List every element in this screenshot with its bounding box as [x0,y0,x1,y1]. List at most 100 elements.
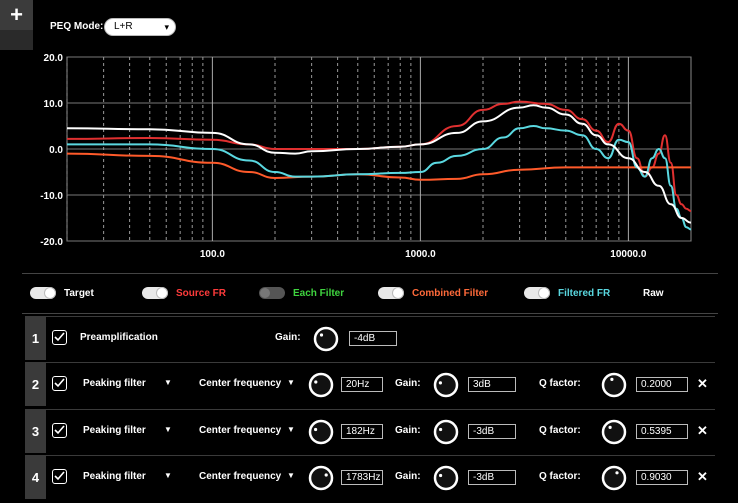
q-factor-input[interactable]: 0.9030 [636,470,688,485]
legend-toggle[interactable] [142,287,168,299]
legend-label: Source FR [176,287,227,299]
gain-label: Gain: [395,471,421,482]
toggle-knob [539,288,549,298]
frequency-response-chart: 20.0 10.0 0.0 -10.0 -20.0 100.0 1000.0 10000.0 [40,53,692,260]
chart-curves [66,100,692,231]
center-frequency-select[interactable]: Center frequency [199,471,282,482]
knob[interactable] [601,465,627,491]
filter-type-select[interactable]: Peaking filter [83,471,146,482]
peq-mode-select[interactable]: L+R ▾ [104,18,176,36]
frequency-input[interactable]: 20Hz [341,377,383,392]
dropdown-arrow-icon[interactable]: ▼ [287,378,295,387]
filter-type-select[interactable]: Peaking filter [83,425,146,436]
gain-input[interactable]: -4dB [349,331,397,346]
divider [22,273,718,274]
row-number: 4 [25,456,46,499]
filter-row: 2 Peaking filter ▼ Center frequency ▼ 20Hz Gai… [25,362,715,407]
legend-toggle[interactable] [259,287,285,299]
y-tick-label: -20.0 [40,237,63,248]
filter-type-select[interactable]: Peaking filter [83,378,146,389]
knob[interactable] [433,419,459,445]
y-tick-label: -10.0 [40,191,63,202]
close-icon[interactable]: ✕ [697,469,708,484]
dropdown-arrow-icon[interactable]: ▼ [287,425,295,434]
legend-item[interactable]: Source FR [142,285,226,301]
y-axis-ticks: 20.0 10.0 0.0 -10.0 -20.0 [40,53,63,248]
gain-knob[interactable] [313,326,339,352]
x-axis-ticks: 100.0 1000.0 10000.0 [200,249,647,260]
preamp-row: 1 Preamplification Gain: -4dB [25,316,715,361]
knob[interactable] [308,372,334,398]
dropdown-arrow-icon[interactable]: ▼ [164,471,172,480]
legend-item[interactable]: Filtered FR [524,285,610,301]
y-tick-label: 20.0 [44,53,64,64]
x-tick-label: 10000.0 [610,249,647,260]
preamp-checkbox[interactable] [52,330,67,345]
legend-item[interactable]: Each Filter [259,285,344,301]
gain-label: Gain: [395,378,421,389]
q-factor-label: Q factor: [539,425,581,436]
curve-raw [66,104,692,224]
y-tick-label: 0.0 [49,145,63,156]
legend-label: Combined Filter [412,287,489,299]
legend-toggle[interactable] [378,287,404,299]
q-factor-input[interactable]: 0.2000 [636,377,688,392]
peq-mode-value: L+R [114,21,133,32]
frequency-input[interactable]: 1783Hz [341,470,383,485]
close-icon[interactable]: ✕ [697,423,708,438]
x-tick-label: 100.0 [200,249,225,260]
legend-label: Filtered FR [558,287,611,299]
frequency-input[interactable]: 182Hz [341,424,383,439]
toggle-knob [45,288,55,298]
curve-filtered-fr [66,124,692,231]
row-number: 1 [25,317,46,360]
knob[interactable] [601,419,627,445]
q-factor-label: Q factor: [539,378,581,389]
knob[interactable] [308,465,334,491]
peq-mode-label: PEQ Mode: [50,21,104,32]
q-factor-input[interactable]: 0.5395 [636,424,688,439]
filter-checkbox[interactable] [52,376,67,391]
preamp-label: Preamplification [80,332,158,343]
row-number: 3 [25,410,46,453]
gain-label: Gain: [395,425,421,436]
legend-item[interactable]: Raw [643,285,664,301]
gain-label: Gain: [275,332,301,343]
dropdown-arrow-icon[interactable]: ▼ [287,471,295,480]
curve-combined-filter [66,152,691,181]
side-strip [0,30,33,50]
toggle-knob [260,288,270,298]
toggle-knob [157,288,167,298]
knob[interactable] [433,372,459,398]
y-tick-label: 10.0 [44,99,64,110]
center-frequency-select[interactable]: Center frequency [199,378,282,389]
row-number: 2 [25,363,46,406]
divider [22,313,718,314]
close-icon[interactable]: ✕ [697,376,708,391]
add-button[interactable]: + [0,0,33,30]
dropdown-arrow-icon[interactable]: ▼ [164,425,172,434]
knob[interactable] [433,465,459,491]
legend-item[interactable]: Combined Filter [378,285,488,301]
x-tick-label: 1000.0 [405,249,436,260]
legend-toggle[interactable] [524,287,550,299]
knob[interactable] [308,419,334,445]
dropdown-arrow-icon[interactable]: ▼ [164,378,172,387]
knob[interactable] [601,372,627,398]
gain-input[interactable]: -3dB [468,424,516,439]
legend-item[interactable]: Target [30,285,94,301]
gain-input[interactable]: -3dB [468,470,516,485]
chevron-down-icon: ▾ [164,22,169,32]
legend-toggle[interactable] [30,287,56,299]
legend-label: Target [64,287,94,299]
q-factor-label: Q factor: [539,471,581,482]
filter-checkbox[interactable] [52,423,67,438]
toggle-knob [393,288,403,298]
gain-input[interactable]: 3dB [468,377,516,392]
center-frequency-select[interactable]: Center frequency [199,425,282,436]
legend-label: Each Filter [293,287,345,299]
curve-source-fr [66,100,692,213]
filter-row: 4 Peaking filter ▼ Center frequency ▼ 1783Hz G… [25,455,715,500]
filter-checkbox[interactable] [52,469,67,484]
legend-label: Raw [643,287,664,299]
